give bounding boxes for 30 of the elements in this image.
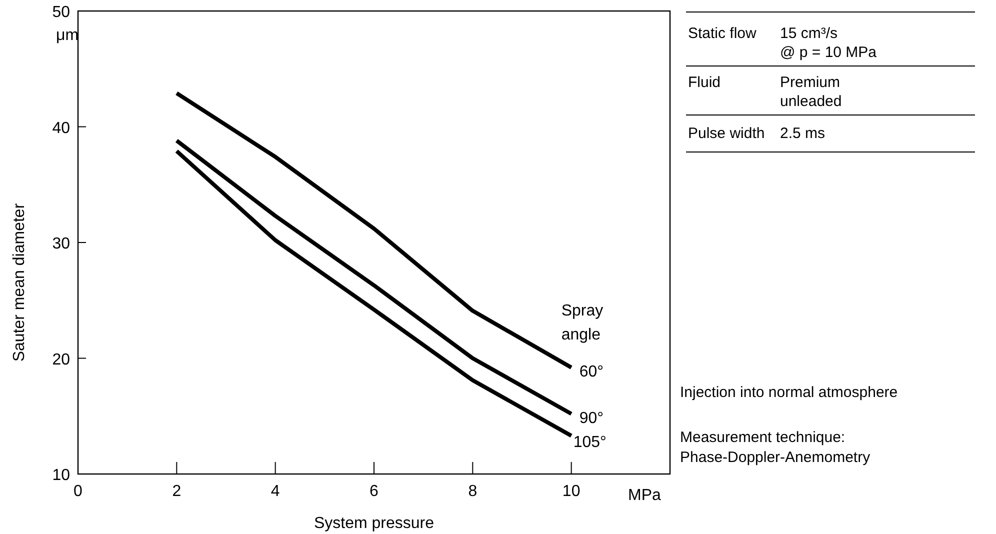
x-tick-label: 6 [370,483,379,500]
y-axis-title: Sauter mean diameter [11,202,28,362]
text: MPa [628,487,661,504]
x-tick-label: 8 [468,483,478,500]
series-label: 105° [573,434,606,451]
series-label: 90° [579,410,604,427]
text: Pulse width [688,125,765,142]
text: 15 cm³/s [780,25,838,42]
x-tick-label: 2 [172,483,182,500]
y-tick-label: 50 [52,4,70,21]
legend-title: Spray angle [561,302,604,344]
text: Static flow [688,25,757,42]
series-label: 60° [579,364,604,381]
text: 2.5 ms [780,125,826,142]
annotation: μm [56,27,79,44]
y-tick-label: 30 [52,236,70,252]
x-tick-label: 10 [562,483,580,500]
text: unleaded [780,93,842,110]
y-tick-label: 20 [52,351,70,368]
x-tick-label: 0 [74,483,83,500]
text: Measurement technique: [680,429,846,446]
x-axis-title: System pressure [314,515,434,532]
text: Phase-Doppler-Anemometry [680,449,871,466]
text: Injection into normal atmosphere [680,384,898,401]
x-tick-label: 4 [270,483,280,500]
y-tick-label: 40 [52,120,70,137]
text: Fluid [688,74,721,91]
text: @ p = 10 MPa [780,44,878,61]
text: Premium [780,74,840,91]
y-tick-label: 10 [52,467,70,484]
